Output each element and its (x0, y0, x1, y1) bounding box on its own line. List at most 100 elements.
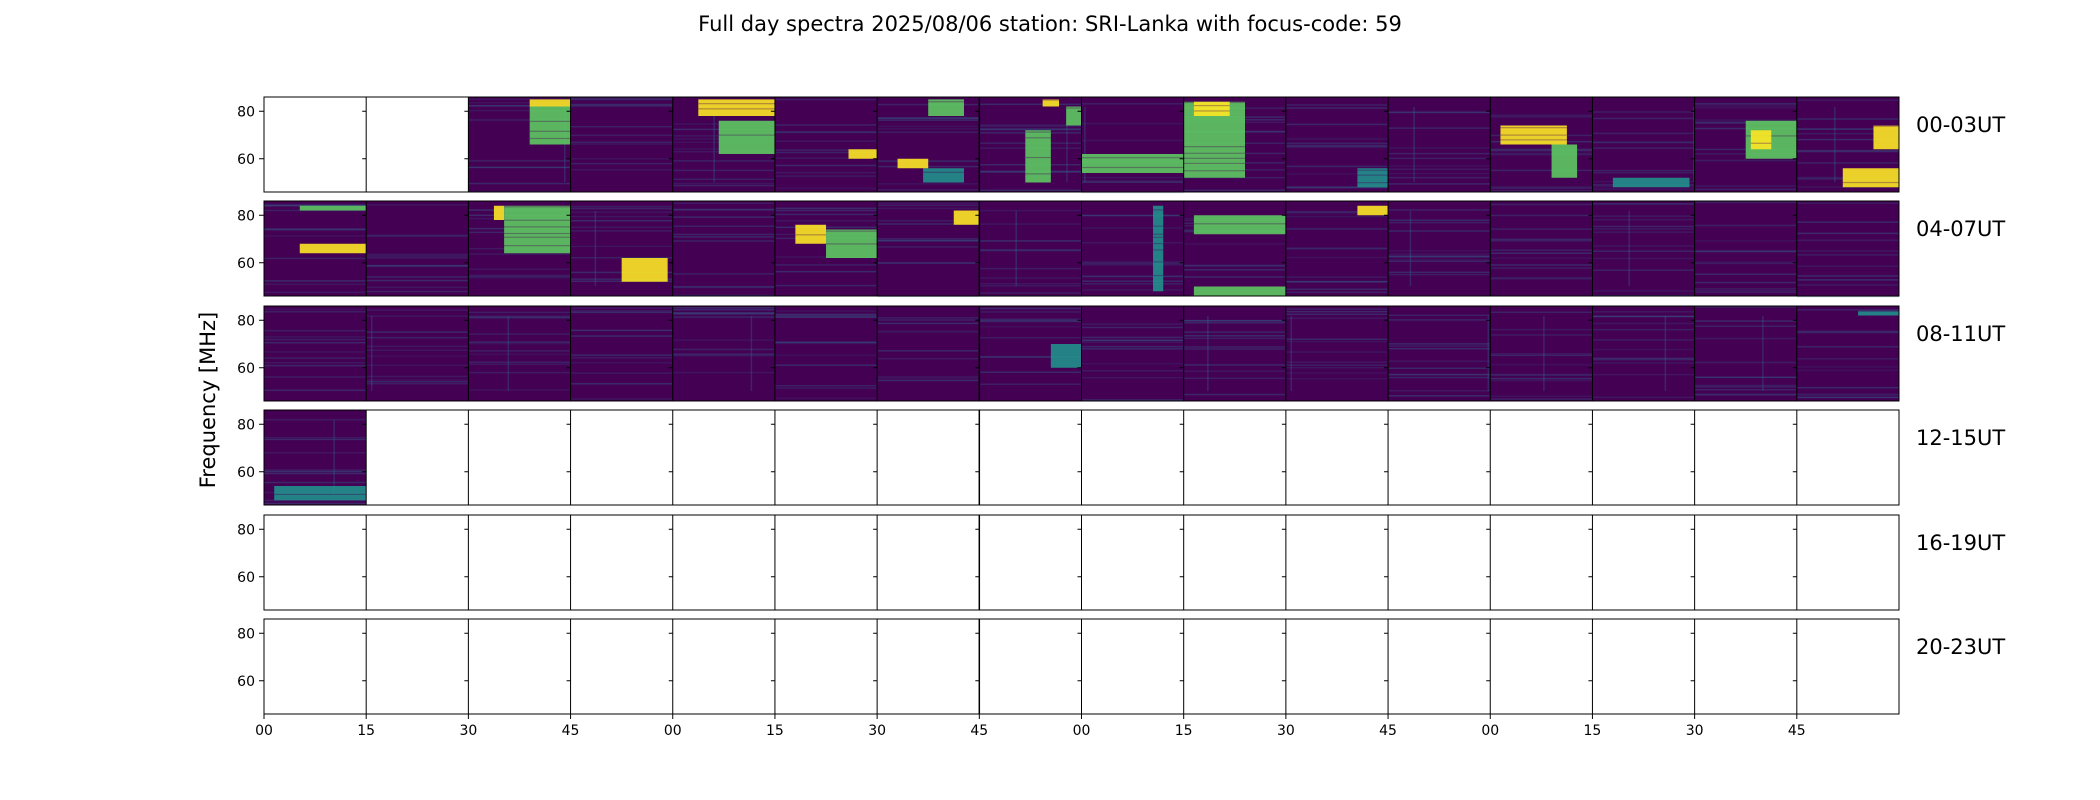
spectrogram-stripe (1285, 378, 1389, 380)
spectrogram-panel (570, 306, 673, 401)
spectrogram-panel (1694, 306, 1797, 401)
spectra-row-3: 60 80 12-15UT (237, 409, 2005, 506)
spectrogram-stripe (1694, 261, 1797, 263)
spectrogram-stripe (468, 333, 571, 335)
spectrogram-stripe (1592, 172, 1695, 174)
spectrogram-stripe (1388, 147, 1491, 149)
spectrogram-stripe (1592, 348, 1695, 351)
spectrogram-stripe (774, 164, 878, 167)
spectrogram-panel (1285, 306, 1389, 401)
row-frame (263, 305, 1900, 402)
spectrogram-stripe (1285, 372, 1389, 374)
spectrogram-stripe (774, 171, 878, 174)
spectrogram-panel (1285, 201, 1389, 296)
spectrogram-stripe (979, 127, 1082, 130)
spectrogram-streak (1413, 107, 1415, 182)
spectrogram-stripe (1081, 191, 1184, 194)
spectrogram-stripe (1183, 264, 1286, 267)
spectrogram-stripe (877, 131, 980, 134)
spectrogram-stripe (264, 257, 367, 260)
spectrogram-stripe (264, 204, 367, 207)
spectrogram-band (1193, 223, 1286, 225)
y-tick-label: 60 (237, 674, 255, 690)
spectrogram-stripe (366, 345, 469, 348)
spectrogram-stripe (877, 317, 980, 319)
spectrogram-highlight (1357, 168, 1389, 188)
spectrogram-stripe (1081, 323, 1184, 325)
spectrogram-stripe (979, 356, 1082, 358)
spectrogram-stripe (1490, 395, 1593, 398)
spectrogram-stripe (264, 438, 367, 441)
spectrogram-streak (1762, 316, 1764, 391)
spectrogram-stripe (468, 361, 571, 364)
spectrogram-highlight (299, 205, 367, 211)
spectrogram-stripe (1081, 326, 1184, 329)
spectrogram-stripe (1490, 116, 1593, 118)
spectrogram-streak (370, 316, 373, 391)
spectrogram-stripe (1592, 290, 1695, 292)
spectrogram-band (504, 226, 571, 228)
spectrogram-stripe (1490, 354, 1593, 357)
spectrogram-stripe (672, 240, 775, 242)
spectrogram-stripe (1694, 262, 1797, 265)
spectrogram-streak (333, 420, 335, 495)
spectrogram-highlight (1050, 344, 1082, 368)
spectrogram-stripe (1592, 315, 1695, 318)
spectrogram-stripe (264, 311, 367, 313)
spectrogram-stripe (468, 341, 571, 343)
spectrogram-stripe (672, 307, 775, 309)
spectrogram-band (1081, 157, 1184, 159)
spectrogram-stripe (1081, 289, 1184, 291)
x-tick-label: 30 (868, 723, 886, 739)
spectrogram-stripe (979, 318, 1082, 320)
spectrogram-stripe (979, 319, 1082, 321)
spectrogram-stripe (877, 379, 980, 382)
spectrogram-stripe (264, 436, 367, 439)
spectrogram-band (795, 234, 827, 236)
spectrogram-band (1081, 166, 1184, 169)
spectrogram-stripe (1796, 150, 1899, 153)
spectrogram-stripe (1796, 250, 1899, 252)
x-tick-label: 45 (562, 723, 580, 739)
spectrogram-stripe (877, 261, 980, 264)
spectrogram-highlight (897, 158, 929, 169)
spectrogram-stripe (1081, 369, 1184, 372)
spectrogram-stripe (1592, 315, 1695, 318)
spectrogram-stripe (366, 253, 469, 256)
spectrogram-stripe (1081, 241, 1184, 244)
spectrogram-stripe (774, 284, 878, 287)
spectrogram-band (1183, 157, 1245, 159)
spectrogram-stripe (1694, 291, 1797, 294)
spectrogram-stripe (1388, 389, 1491, 392)
spectrogram-stripe (1694, 250, 1797, 253)
spectrogram-highlight (1042, 99, 1060, 107)
spectrogram-stripe (877, 350, 980, 352)
spectrogram-stripe (264, 283, 367, 285)
spectrogram-stripe (1081, 262, 1184, 265)
spectrogram-stripe (979, 320, 1082, 322)
y-tick-label: 80 (237, 104, 255, 120)
y-tick-label: 80 (237, 522, 255, 538)
spectrogram-stripe (570, 168, 673, 171)
spectrogram-stripe (774, 316, 878, 319)
spectra-row-5: 60 80 20-23UT (237, 618, 2005, 715)
spectrogram-stripe (1285, 212, 1389, 214)
spectrogram-stripe (1183, 269, 1286, 271)
spectrogram-highlight (923, 168, 964, 183)
spectrogram-stripe (1490, 328, 1593, 331)
spectrogram-stripe (1388, 165, 1491, 167)
spectrogram-stripe (468, 389, 571, 391)
spectrogram-stripe (570, 143, 673, 145)
spectrogram-stripe (1694, 320, 1797, 322)
spectrogram-stripe (1694, 288, 1797, 290)
spectrogram-highlight (1193, 215, 1286, 235)
spectrogram-streak (1084, 107, 1086, 182)
spectrogram-stripe (1388, 314, 1491, 317)
row-frame (263, 409, 1900, 506)
spectrogram-stripe (570, 215, 673, 218)
spectrogram-stripe (1490, 149, 1593, 152)
spectrogram-stripe (1183, 243, 1286, 245)
spectrogram-panel (774, 97, 878, 192)
spectrogram-band (1842, 181, 1899, 184)
row-label: 08-11UT (1916, 322, 2005, 346)
